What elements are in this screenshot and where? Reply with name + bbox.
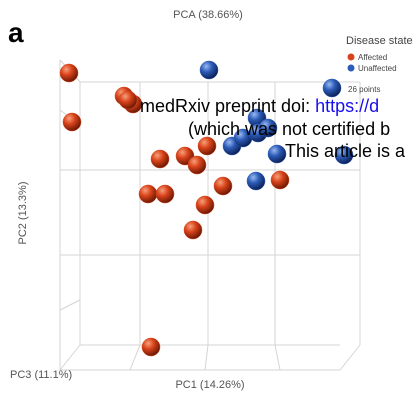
x-axis-label: PC1 (14.26%) [175, 379, 244, 391]
point [213, 176, 233, 196]
point [246, 171, 266, 191]
point [267, 144, 287, 164]
point [62, 112, 82, 132]
point [270, 170, 290, 190]
point [334, 145, 354, 165]
point [322, 78, 342, 98]
point [258, 118, 278, 138]
point [183, 220, 203, 240]
legend-label: Affected [358, 53, 387, 62]
legend: Affected Unaffected [347, 53, 397, 73]
legend-swatch [347, 53, 355, 61]
point [197, 136, 217, 156]
legend-label: Unaffected [358, 64, 397, 73]
panel-label: a [8, 17, 24, 48]
point [199, 60, 219, 80]
point [138, 184, 158, 204]
watermark-line: medRxiv preprint doi: https://d [140, 96, 379, 116]
watermark-line: This article is a [285, 141, 406, 161]
legend-swatch [347, 64, 355, 72]
point [155, 184, 175, 204]
legend-title: Disease state [346, 35, 413, 47]
z-axis-label: PC3 (11.1%) [10, 369, 72, 381]
watermark-text: medRxiv preprint doi: [140, 96, 315, 116]
watermark-link[interactable]: https://d [315, 96, 379, 116]
chart-title: PCA (38.66%) [173, 9, 243, 21]
wireframe [59, 59, 361, 371]
point [141, 337, 161, 357]
point [187, 155, 207, 175]
point [59, 63, 79, 83]
point [150, 149, 170, 169]
point-count: 26 points [348, 85, 380, 94]
point [195, 195, 215, 215]
point [118, 90, 138, 110]
plot-area [59, 60, 354, 357]
watermark-line: (which was not certified b [188, 119, 390, 139]
y-axis-label: PC2 (13.3%) [17, 182, 29, 245]
